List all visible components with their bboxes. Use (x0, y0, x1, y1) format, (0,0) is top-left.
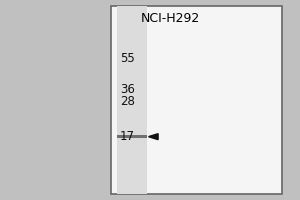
Bar (117, 135, 147, 138)
Text: 28: 28 (120, 95, 135, 108)
Text: 55: 55 (120, 52, 135, 65)
Bar (117, 6, 147, 194)
Bar (111, 6, 282, 194)
Polygon shape (148, 134, 158, 140)
Text: NCI-H292: NCI-H292 (141, 12, 200, 25)
Text: 17: 17 (120, 130, 135, 143)
Text: 36: 36 (120, 83, 135, 96)
